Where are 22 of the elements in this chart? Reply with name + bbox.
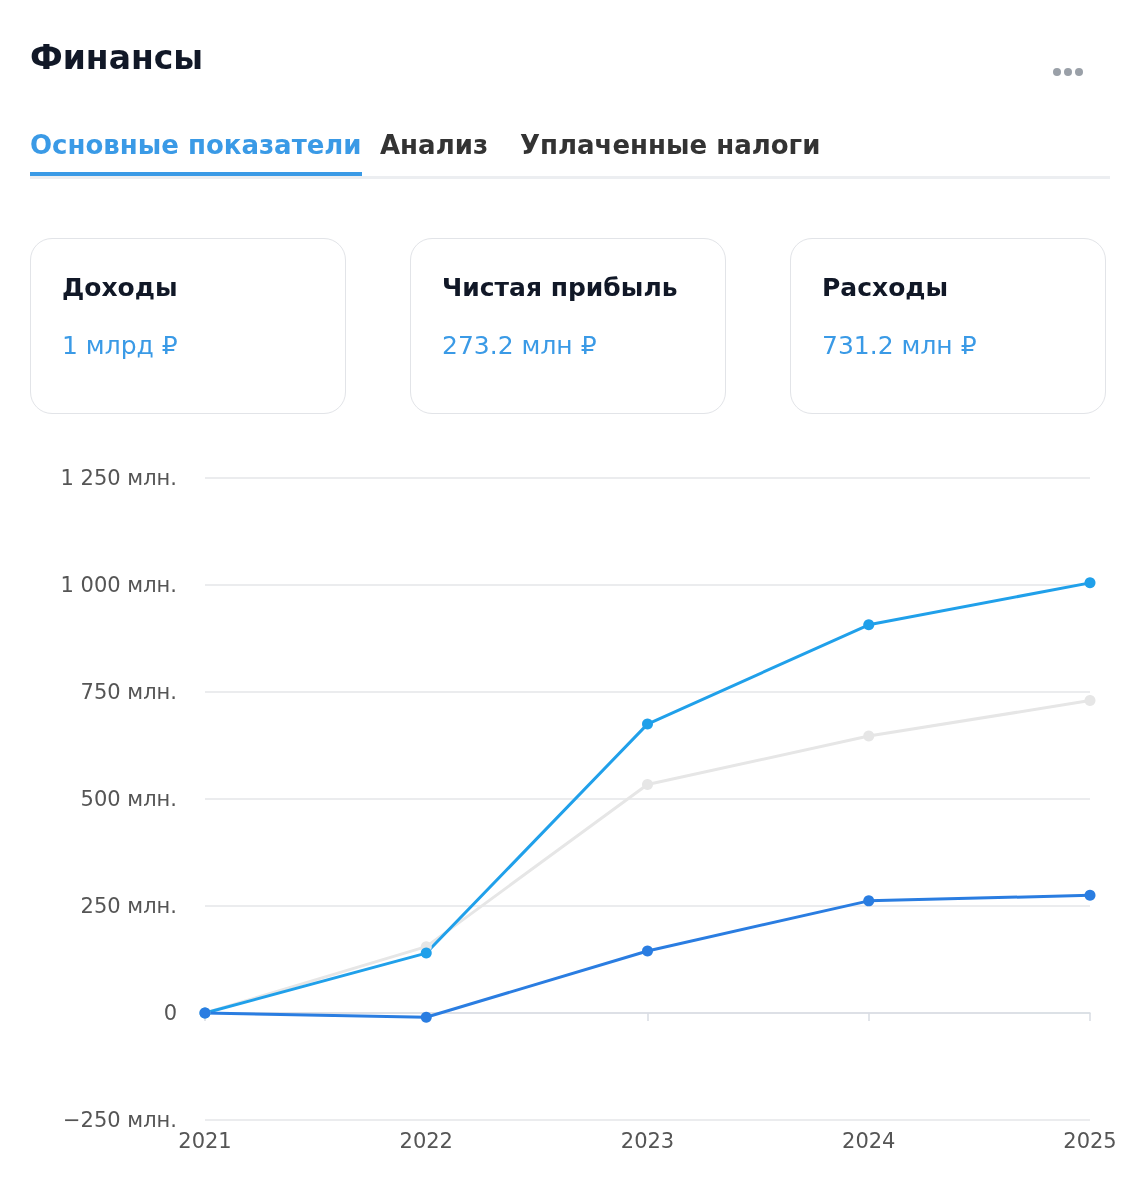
chart-title: Финансы <box>30 38 204 77</box>
y-tick-label: 250 млн. <box>80 894 177 918</box>
text: Доходы <box>62 273 178 302</box>
text: Основные показатели <box>30 130 362 176</box>
text: 273.2 млн ₽ <box>442 331 597 360</box>
y-tick-label: 750 млн. <box>80 680 177 704</box>
text: Расходы <box>822 273 949 302</box>
y-tick-label: 1 250 млн. <box>60 466 177 490</box>
x-tick-label: 2022 <box>399 1128 453 1153</box>
text: 731.2 млн ₽ <box>822 331 977 360</box>
x-tick-label: 2024 <box>842 1128 896 1153</box>
text: Уплаченные налоги <box>520 130 821 162</box>
text: Анализ <box>380 130 488 162</box>
text: 1 млрд ₽ <box>62 331 178 360</box>
x-tick-label: 2025 <box>1063 1128 1117 1153</box>
x-tick-label: 2023 <box>620 1128 675 1153</box>
y-tick-label: 500 млн. <box>80 787 177 811</box>
y-tick-label: −250 млн. <box>62 1108 177 1132</box>
y-tick-label: 1 000 млн. <box>60 573 177 597</box>
y-tick-label: 0 <box>163 1001 177 1025</box>
text: Чистая прибыль <box>442 273 678 302</box>
x-tick-label: 2021 <box>178 1128 232 1153</box>
